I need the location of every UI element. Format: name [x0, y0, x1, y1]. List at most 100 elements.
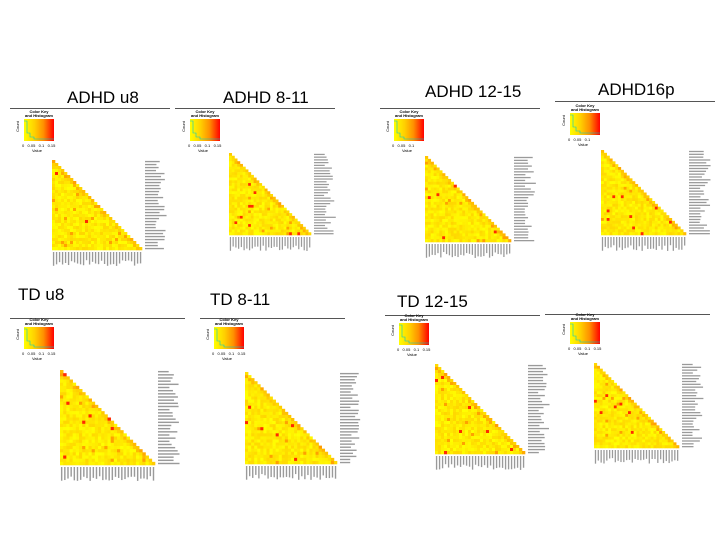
heatmap-cell [261, 207, 265, 211]
heatmap-cell [63, 376, 67, 380]
heatmap-cell [291, 439, 295, 443]
heatmap-cell [100, 229, 104, 233]
column-label [664, 237, 666, 246]
heatmap-cell [438, 424, 442, 428]
heatmap-cell [303, 454, 307, 459]
row-label [145, 211, 160, 214]
heatmap-cell [619, 388, 623, 392]
heatmap-cell [272, 418, 276, 422]
heatmap-cell [91, 423, 96, 428]
heatmap-cell [64, 175, 68, 179]
heatmap-cell [66, 439, 70, 444]
row-label [682, 397, 704, 400]
row-label [145, 166, 159, 169]
heatmap-cell [91, 414, 96, 418]
heatmap-cell [231, 183, 235, 187]
column-label [474, 456, 477, 465]
column-label [86, 467, 88, 479]
heatmap-cell [643, 229, 647, 233]
row-label [682, 403, 698, 405]
heatmap-cell [663, 220, 667, 224]
heatmap-cell [254, 414, 258, 419]
column-label [245, 466, 248, 480]
heatmap-cell [594, 394, 598, 398]
heatmap-cell [263, 399, 267, 403]
row-label [158, 421, 179, 424]
heatmap-cell [85, 211, 89, 215]
heatmap-cell [480, 442, 484, 446]
heatmap-cell [76, 199, 80, 203]
row-label [340, 421, 359, 424]
row-label [514, 237, 529, 239]
heatmap-cell [623, 186, 627, 190]
heatmap-cell [94, 452, 99, 456]
heatmap-cell [602, 399, 606, 403]
heatmap-cell [477, 451, 481, 455]
heatmap-cell [256, 202, 260, 206]
heatmap-cell [623, 226, 627, 230]
heatmap-cell [496, 227, 500, 231]
heatmap-cell [462, 193, 466, 197]
heatmap-cell [72, 439, 77, 444]
heatmap-cell [516, 451, 520, 455]
heatmap-cell [639, 436, 643, 440]
heatmap-cell [447, 204, 452, 208]
heatmap-cell [465, 421, 469, 425]
heatmap-cell [55, 193, 59, 197]
heatmap-cell [516, 448, 520, 452]
heatmap-cell [606, 218, 610, 222]
heatmap-cell [237, 177, 241, 181]
heatmap-cell [442, 221, 446, 226]
heatmap-cell [264, 191, 268, 195]
heatmap-cell [73, 205, 77, 209]
heatmap-cell [61, 196, 65, 200]
heatmap-cell [67, 202, 71, 206]
heatmap-cell [291, 460, 295, 465]
row-label [514, 199, 527, 202]
heatmap-cell [136, 452, 140, 456]
heatmap-cell [115, 247, 119, 251]
heatmap-cell [445, 176, 449, 180]
heatmap-cell [450, 216, 454, 220]
heatmap-cell [643, 212, 647, 216]
heatmap-cell [625, 433, 629, 437]
heatmap-cell [442, 210, 446, 214]
column-label [282, 466, 285, 478]
heatmap-cell [654, 218, 658, 222]
heatmap-cell [79, 452, 83, 456]
heatmap-cell [55, 214, 59, 218]
row-label [145, 235, 165, 238]
heatmap-cell [297, 221, 301, 225]
heatmap-cell [462, 409, 466, 413]
heatmap-cell [465, 451, 469, 455]
color-key-ticks: 0 0.05 0.1 [392, 143, 415, 148]
heatmap-cell [468, 199, 472, 203]
heatmap-cell [245, 414, 249, 419]
heatmap-cell [485, 216, 489, 220]
heatmap-cell [499, 230, 503, 234]
heatmap-cell [427, 164, 432, 168]
row-label [314, 222, 331, 224]
heatmap-cell [489, 448, 493, 452]
heatmap-cell [660, 218, 664, 222]
heatmap-cell [450, 181, 454, 185]
heatmap-cell [603, 178, 607, 182]
heatmap-cell [94, 217, 98, 221]
heatmap-cell [269, 414, 273, 419]
heatmap-cell [606, 186, 610, 190]
heatmap-cell [63, 446, 67, 450]
heatmap-cell [671, 226, 675, 230]
heatmap-cell [608, 419, 612, 423]
heatmap-cell [436, 230, 440, 234]
heatmap-cell [272, 402, 276, 407]
heatmap-cell [261, 229, 265, 233]
heatmap-cell [55, 172, 59, 176]
heatmap-cell [430, 190, 434, 194]
heatmap-cell [113, 430, 118, 434]
heatmap-cell [453, 216, 457, 220]
row-label [158, 393, 176, 395]
column-label [98, 467, 101, 477]
column-label [486, 456, 489, 468]
heatmap-cell [275, 451, 280, 456]
heatmap-cell [441, 388, 445, 392]
